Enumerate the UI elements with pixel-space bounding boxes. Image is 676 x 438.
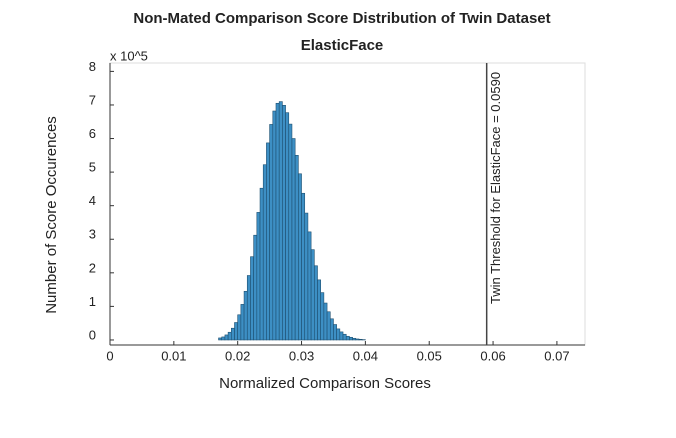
bar bbox=[224, 334, 229, 341]
bar bbox=[237, 314, 242, 341]
bar bbox=[218, 337, 223, 341]
bar bbox=[272, 110, 277, 341]
bar bbox=[345, 335, 350, 341]
bar bbox=[246, 275, 251, 341]
bar bbox=[320, 292, 325, 341]
bar bbox=[256, 212, 261, 341]
x-tick-label: 0.03 bbox=[289, 348, 314, 363]
y-tick-label: 4 bbox=[89, 193, 96, 208]
bar bbox=[234, 322, 238, 341]
y-tick-label: 8 bbox=[89, 59, 96, 74]
bar bbox=[269, 124, 274, 341]
bar bbox=[266, 142, 270, 341]
bar bbox=[323, 302, 328, 341]
bar bbox=[262, 164, 267, 341]
bar bbox=[298, 173, 302, 341]
bar bbox=[250, 256, 254, 341]
x-tick-label: 0.01 bbox=[161, 348, 186, 363]
y-multiplier: x 10^5 bbox=[110, 48, 148, 63]
x-tick-label: 0.06 bbox=[480, 348, 505, 363]
chart-title: Non-Mated Comparison Score Distribution … bbox=[133, 10, 550, 27]
y-tick-label: 5 bbox=[89, 160, 96, 175]
bar bbox=[301, 192, 306, 341]
bar bbox=[240, 304, 245, 341]
x-tick-label: 0.04 bbox=[353, 348, 378, 363]
bar bbox=[349, 336, 353, 341]
bar bbox=[317, 279, 321, 341]
bar bbox=[282, 105, 286, 341]
bar bbox=[221, 336, 226, 341]
y-tick-label: 1 bbox=[89, 294, 96, 309]
bar bbox=[288, 123, 293, 341]
bar bbox=[342, 333, 347, 341]
bar bbox=[314, 265, 318, 341]
bar bbox=[336, 328, 341, 341]
bar bbox=[304, 212, 309, 341]
y-tick-label: 2 bbox=[89, 260, 96, 275]
bar bbox=[285, 112, 290, 341]
bar bbox=[307, 231, 312, 341]
x-axis-label: Normalized Comparison Scores bbox=[219, 375, 431, 392]
bar bbox=[291, 138, 296, 341]
y-axis-label: Number of Score Occurences bbox=[43, 116, 60, 314]
threshold-label: Twin Threshold for ElasticFace = 0.0590 bbox=[488, 72, 503, 304]
bar bbox=[333, 324, 337, 341]
x-tick-label: 0.05 bbox=[417, 348, 442, 363]
bar bbox=[358, 338, 363, 341]
y-tick-label: 6 bbox=[89, 126, 96, 141]
bar bbox=[243, 290, 248, 341]
bar bbox=[339, 331, 344, 341]
y-tick-label: 0 bbox=[89, 327, 96, 342]
x-tick-label: 0.07 bbox=[544, 348, 569, 363]
bar bbox=[355, 338, 360, 341]
y-tick-label: 7 bbox=[89, 92, 96, 107]
x-tick-label: 0.02 bbox=[225, 348, 250, 363]
bar bbox=[275, 102, 280, 341]
bar bbox=[352, 337, 357, 341]
bar bbox=[259, 187, 264, 341]
plot-frame bbox=[109, 62, 586, 346]
y-tick-label: 3 bbox=[89, 227, 96, 242]
bar bbox=[329, 318, 334, 341]
bar bbox=[253, 234, 258, 341]
chart-subtitle: ElasticFace bbox=[301, 37, 384, 54]
x-tick-label: 0 bbox=[106, 348, 113, 363]
bar bbox=[326, 311, 331, 341]
bar bbox=[310, 249, 315, 341]
bar bbox=[227, 331, 232, 341]
bar bbox=[231, 327, 235, 341]
bar bbox=[278, 101, 283, 341]
bar bbox=[294, 155, 299, 341]
